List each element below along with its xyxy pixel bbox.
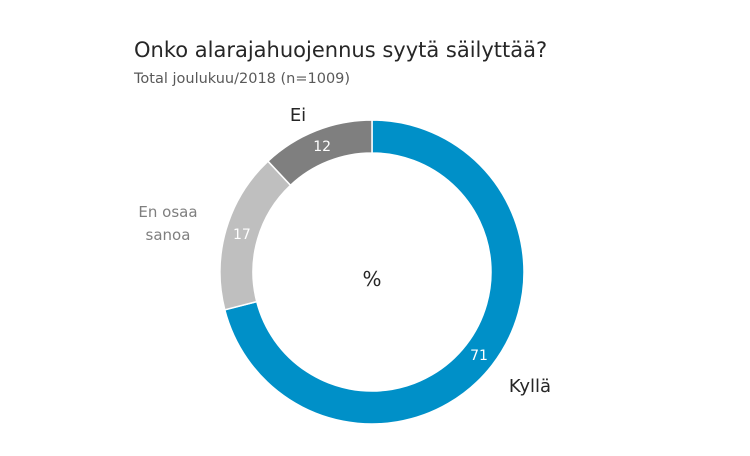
category-label: Ei [290, 105, 306, 126]
value-label: 12 [313, 139, 331, 155]
category-label: En osaa sanoa [138, 203, 197, 244]
chart-subtitle: Total joulukuu/2018 (n=1009) [134, 71, 351, 87]
category-label: Kyllä [509, 376, 551, 397]
value-label: 17 [233, 227, 251, 243]
value-label: 71 [470, 348, 488, 364]
chart-title: Onko alarajahuojennus syytä säilyttää? [134, 38, 548, 62]
slice-kyllä [223, 119, 525, 425]
slice-en-osaa-sanoa [219, 160, 292, 311]
center-label: % [362, 267, 381, 291]
slice-ei [266, 119, 373, 187]
